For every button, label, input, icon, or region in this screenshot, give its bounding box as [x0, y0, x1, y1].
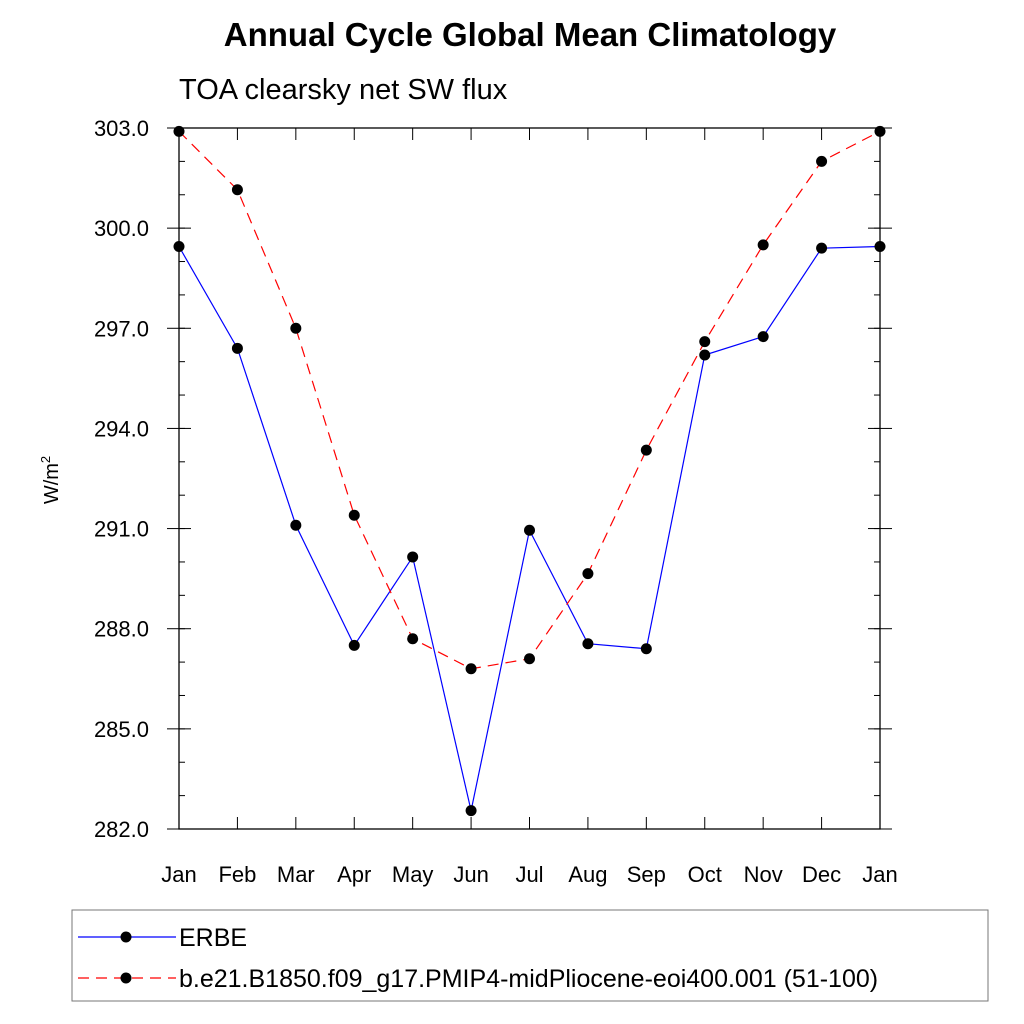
data-point [465, 663, 477, 675]
x-tick-label: May [392, 862, 434, 887]
data-point [524, 524, 535, 536]
x-tick-label: Nov [744, 862, 783, 887]
x-tick-label: Aug [568, 862, 607, 887]
data-point [348, 639, 360, 651]
legend-label: ERBE [179, 924, 247, 952]
y-tick-label: 288.0 [94, 617, 149, 642]
y-axis-label: W/m2 [38, 456, 63, 504]
data-point [524, 653, 535, 665]
data-point [582, 568, 594, 580]
legend-entry: ERBE [78, 924, 247, 952]
y-tick-label: 303.0 [94, 116, 149, 141]
y-tick-label: 282.0 [94, 817, 149, 842]
x-tick-label: Jul [515, 862, 543, 887]
series-line [178, 130, 881, 670]
data-point [816, 242, 828, 254]
x-tick-label: Sep [627, 862, 666, 887]
y-tick-label: 291.0 [94, 517, 149, 542]
data-point [757, 331, 769, 343]
x-tick-label: Apr [337, 862, 371, 887]
legend-entry: b.e21.B1850.f09_g17.PMIP4-midPliocene-eo… [78, 965, 878, 993]
data-point [231, 184, 243, 196]
data-point [640, 444, 652, 456]
x-tick-label: Jan [161, 862, 196, 887]
data-point [290, 519, 302, 531]
data-point [816, 155, 828, 167]
data-point [757, 239, 769, 251]
y-tick-label: 297.0 [94, 316, 149, 341]
svg-text:W/m2: W/m2 [38, 456, 63, 504]
axis-ticks [167, 127, 892, 830]
chart-subtitle: TOA clearsky net SW flux [179, 74, 508, 106]
y-axis-label-sup: 2 [38, 456, 53, 463]
data-point [407, 633, 419, 645]
x-tick-label: Jun [453, 862, 488, 887]
data-point [348, 509, 360, 521]
y-tick-label: 300.0 [94, 216, 149, 241]
data-point [290, 322, 302, 334]
legend: ERBE b.e21.B1850.f09_g17.PMIP4-midPliocen… [71, 909, 989, 1002]
x-tick-label: Jan [862, 862, 897, 887]
data-point [231, 342, 243, 354]
plot-frame [178, 127, 881, 830]
series-erbe [173, 241, 886, 817]
data-point [407, 551, 419, 563]
data-point [640, 643, 652, 655]
legend-box [71, 909, 989, 1002]
data-point [699, 349, 711, 361]
data-point [699, 336, 711, 348]
chart-title: Annual Cycle Global Mean Climatology [224, 16, 837, 53]
legend-marker [120, 972, 132, 984]
legend-label: b.e21.B1850.f09_g17.PMIP4-midPliocene-eo… [179, 965, 878, 993]
x-tick-label: Feb [218, 862, 256, 887]
tick-labels: Jan Feb Mar Apr May Jun Jul Aug Sep Oct Nov Dec Jan 2… [94, 116, 898, 887]
legend-marker [120, 931, 132, 943]
y-tick-label: 285.0 [94, 717, 149, 742]
series-layer [173, 125, 886, 817]
x-tick-label: Dec [802, 862, 841, 887]
data-point [582, 638, 594, 650]
y-tick-label: 294.0 [94, 416, 149, 441]
data-point [465, 805, 477, 817]
x-tick-label: Oct [688, 862, 722, 887]
series-model [173, 125, 886, 675]
y-axis-label-base: W/m [41, 463, 63, 504]
x-tick-label: Mar [277, 862, 315, 887]
